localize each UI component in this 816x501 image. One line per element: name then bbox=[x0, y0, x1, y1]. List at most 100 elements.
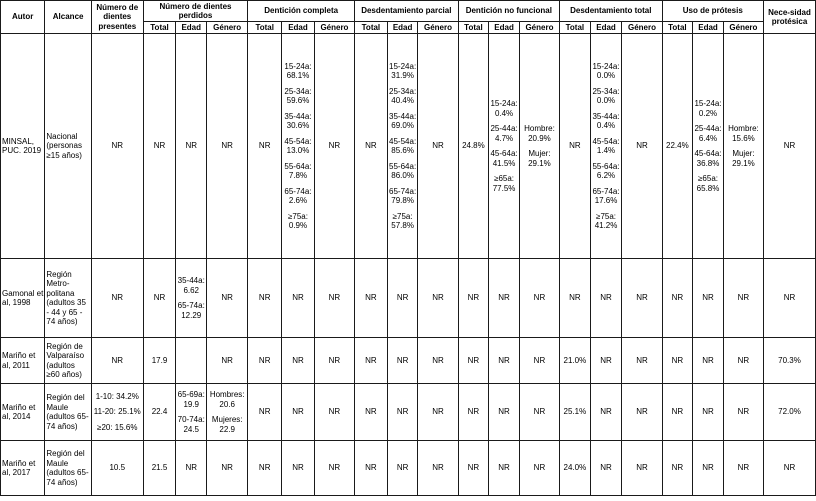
list-item: 25-34a: 59.6% bbox=[284, 86, 312, 106]
cell-total-total: 21.0% bbox=[559, 337, 591, 384]
cell-autor: Mariño et al, 2017 bbox=[0, 440, 46, 496]
cell-parcial-total: NR bbox=[354, 440, 388, 496]
subheader-genero: Género bbox=[722, 21, 765, 34]
list-item: 35-44a: 69.0% bbox=[389, 111, 417, 131]
cell-total-total: NR bbox=[559, 258, 591, 338]
cell-uso-total: NR bbox=[661, 440, 694, 496]
list-item: ≥65a: 77.5% bbox=[492, 174, 516, 193]
cell-necesidad: NR bbox=[763, 440, 816, 496]
cell-alcance: Región del Maule (adultos 65-74 años) bbox=[44, 383, 92, 441]
subheader-total: Total bbox=[142, 21, 177, 34]
list-item: 35-44a: 6.62 bbox=[177, 276, 205, 295]
cell-parcial-edad: NR bbox=[386, 383, 419, 441]
list-item: 25-44a: 6.4% bbox=[694, 124, 722, 143]
list-item: 15-24a: 0.4% bbox=[490, 99, 518, 118]
cell-alcance: Nacional (personas ≥15 años) bbox=[44, 33, 92, 259]
table-row: Mariño et al, 2011 Región de Valparaíso … bbox=[0, 337, 816, 384]
cell-necesidad: 70.3% bbox=[763, 337, 816, 384]
cell-nofunc-edad: NR bbox=[488, 258, 520, 338]
cell-total-genero: NR bbox=[621, 258, 663, 338]
cell-alcance: Región de Valparaíso (adultos ≥60 años) bbox=[44, 337, 92, 384]
cell-total-edad: NR bbox=[589, 383, 623, 441]
list-item: 45-54a: 13.0% bbox=[284, 136, 312, 156]
list-item: ≥75a: 0.9% bbox=[288, 211, 308, 231]
cell-nofunc-total: NR bbox=[457, 258, 490, 338]
cell-completa-genero: NR bbox=[313, 258, 356, 338]
cell-alcance: Región del Maule (adultos 65-74 años) bbox=[44, 440, 92, 496]
cell-total-genero: NR bbox=[621, 383, 663, 441]
list-item: 15-24a: 31.9% bbox=[389, 61, 417, 81]
table-row: Mariño et al, 2014 Región del Maule (adu… bbox=[0, 383, 816, 441]
cell-nofunc-genero: NR bbox=[518, 258, 561, 338]
cell-perdidos-total: NR bbox=[142, 258, 177, 338]
list-item: Hombre: 15.6% bbox=[728, 124, 759, 143]
cell-perdidos-edad: NR bbox=[175, 33, 208, 259]
list-item: 45-54a: 85.6% bbox=[389, 136, 417, 156]
cell-parcial-genero: NR bbox=[417, 440, 459, 496]
subheader-edad: Edad bbox=[281, 21, 315, 34]
subheader-total: Total bbox=[559, 21, 591, 34]
list-item: 55-64a: 86.0% bbox=[389, 161, 417, 181]
cell-nofunc-edad: 15-24a: 0.4% 25-44a: 4.7% 45-64a: 41.5% … bbox=[488, 33, 520, 259]
subheader-genero: Género bbox=[518, 21, 561, 34]
list-item: 65-74a: 2.6% bbox=[284, 186, 312, 206]
cell-parcial-total: NR bbox=[354, 383, 388, 441]
header-dientes-perdidos: Número de dientes perdidos bbox=[142, 0, 249, 22]
cell-total-genero: NR bbox=[621, 337, 663, 384]
header-uso-protesis: Uso de prótesis bbox=[661, 0, 765, 22]
header-denticion-no-funcional: Dentición no funcional bbox=[457, 0, 561, 22]
cell-parcial-edad: NR bbox=[386, 258, 419, 338]
cell-uso-genero: NR bbox=[722, 383, 765, 441]
list-item: 65-69a: 19.9 bbox=[177, 390, 205, 409]
cell-presentes: 1-10: 34.2% 11-20: 25.1% ≥20: 15.6% bbox=[90, 383, 144, 441]
cell-autor: MINSAL, PUC. 2019 bbox=[0, 33, 46, 259]
cell-perdidos-genero: Hombres: 20.6 Mujeres: 22.9 bbox=[206, 383, 249, 441]
list-item: 15-24a: 68.1% bbox=[284, 61, 312, 81]
cell-total-edad: NR bbox=[589, 258, 623, 338]
cell-perdidos-genero: NR bbox=[206, 258, 249, 338]
cell-necesidad: 72.0% bbox=[763, 383, 816, 441]
subheader-total: Total bbox=[354, 21, 388, 34]
cell-uso-total: NR bbox=[661, 337, 694, 384]
subheader-total: Total bbox=[661, 21, 694, 34]
table-row: MINSAL, PUC. 2019 Nacional (personas ≥15… bbox=[0, 33, 816, 259]
cell-parcial-genero: NR bbox=[417, 258, 459, 338]
header-denticion-completa: Dentición completa bbox=[247, 0, 356, 22]
cell-perdidos-genero: NR bbox=[206, 33, 249, 259]
subheader-edad: Edad bbox=[589, 21, 623, 34]
cell-completa-total: NR bbox=[247, 337, 283, 384]
cell-nofunc-genero: Hombre: 20.9% Mujer: 29.1% bbox=[518, 33, 561, 259]
list-item: ≥20: 15.6% bbox=[97, 422, 138, 432]
cell-total-edad: NR bbox=[589, 440, 623, 496]
list-item: Mujer: 29.1% bbox=[528, 149, 551, 168]
cell-uso-genero: NR bbox=[722, 258, 765, 338]
cell-parcial-total: NR bbox=[354, 33, 388, 259]
cell-completa-genero: NR bbox=[313, 440, 356, 496]
list-item: 25-34a: 40.4% bbox=[389, 86, 417, 106]
cell-completa-edad: NR bbox=[281, 440, 315, 496]
cell-parcial-genero: NR bbox=[417, 383, 459, 441]
list-item: 15-24a: 0.2% bbox=[694, 99, 722, 118]
header-autor: Autor bbox=[0, 0, 46, 34]
cell-total-edad: 15-24a: 0.0% 25-34a: 0.0% 35-44a: 0.4% 4… bbox=[589, 33, 623, 259]
subheader-edad: Edad bbox=[175, 21, 208, 34]
cell-uso-edad: NR bbox=[692, 440, 724, 496]
cell-perdidos-total: NR bbox=[142, 33, 177, 259]
cell-completa-edad: NR bbox=[281, 258, 315, 338]
cell-total-genero: NR bbox=[621, 33, 663, 259]
cell-uso-genero: NR bbox=[722, 337, 765, 384]
cell-total-edad: NR bbox=[589, 337, 623, 384]
cell-parcial-genero: NR bbox=[417, 33, 459, 259]
cell-perdidos-genero: NR bbox=[206, 337, 249, 384]
list-item: 15-24a: 0.0% bbox=[592, 61, 620, 81]
list-item: 45-64a: 41.5% bbox=[490, 149, 518, 168]
list-item: Mujeres: 22.9 bbox=[211, 415, 243, 434]
cell-uso-total: NR bbox=[661, 383, 694, 441]
list-item: 1-10: 34.2% bbox=[95, 391, 139, 401]
cell-autor: Mariño et al, 2011 bbox=[0, 337, 46, 384]
cell-parcial-genero: NR bbox=[417, 337, 459, 384]
cell-necesidad: NR bbox=[763, 33, 816, 259]
cell-perdidos-edad bbox=[175, 337, 208, 384]
cell-perdidos-edad: 35-44a: 6.62 65-74a: 12.29 bbox=[175, 258, 208, 338]
